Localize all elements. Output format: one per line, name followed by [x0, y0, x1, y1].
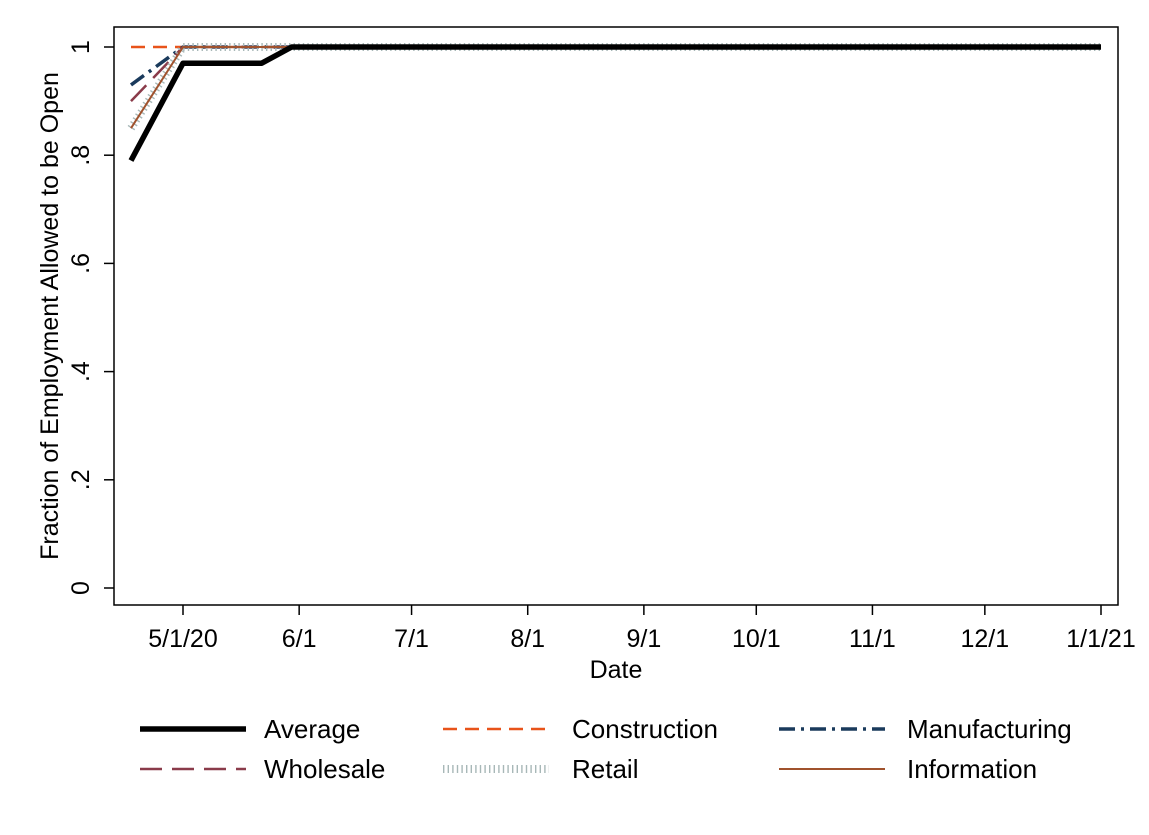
x-tick-label: 11/1 [849, 625, 896, 653]
legend-label-information: Information [907, 754, 1037, 784]
plot-area-frame [113, 26, 1119, 606]
legend-label-construction: Construction [572, 714, 718, 744]
legend-label-retail: Retail [572, 754, 638, 784]
x-tick-label: 9/1 [626, 625, 661, 653]
y-tick-label: .2 [67, 469, 95, 490]
x-tick-label: 7/1 [394, 625, 429, 653]
x-axis-title: Date [590, 656, 643, 684]
y-tick-label: .8 [67, 145, 95, 166]
x-tick-label: 10/1 [732, 625, 781, 653]
series-line-average [128, 44, 1101, 162]
y-tick-label: 1 [67, 40, 95, 54]
series-line-retail [127, 43, 1101, 131]
y-tick-label: .6 [67, 253, 95, 274]
series-line-information [130, 46, 1101, 129]
y-tick-label: 0 [67, 581, 95, 595]
legend-label-manufacturing: Manufacturing [907, 714, 1072, 744]
x-tick-label: 5/1/20 [148, 625, 218, 653]
legend-label-wholesale: Wholesale [264, 754, 385, 784]
x-tick-label: 6/1 [282, 625, 317, 653]
x-tick-label: 12/1 [961, 625, 1010, 653]
legend: Average Construction Manufacturing Wholesal… [140, 714, 1072, 784]
x-tick-label: 1/1/21 [1066, 625, 1136, 653]
x-tick-label: 8/1 [510, 625, 545, 653]
legend-label-average: Average [264, 714, 360, 744]
y-tick-label: .4 [67, 361, 95, 382]
y-axis-title: Fraction of Employment Allowed to be Ope… [36, 72, 64, 560]
